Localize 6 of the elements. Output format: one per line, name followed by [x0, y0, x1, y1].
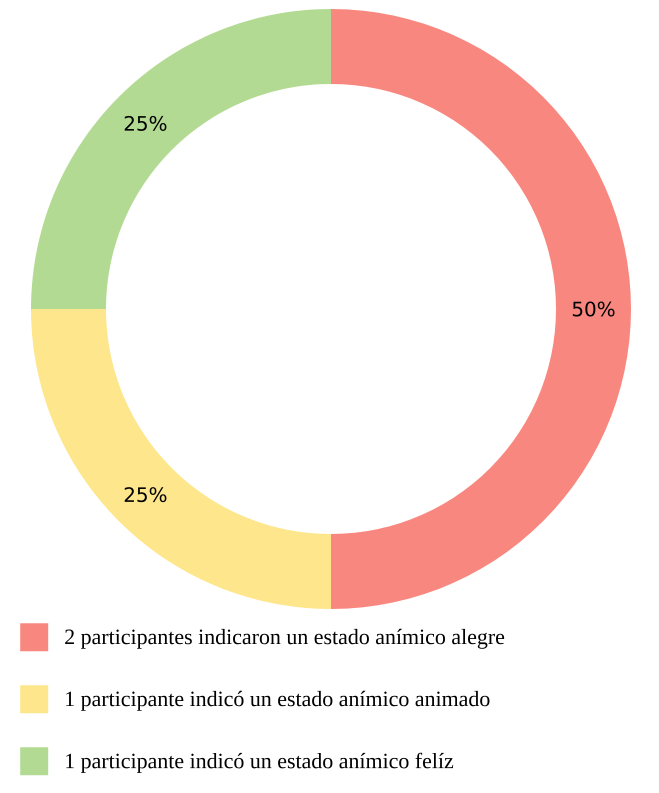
data-label: 25% — [124, 116, 166, 131]
legend-label: 1 participante indicó un estado anímico felíz — [66, 752, 454, 773]
legend-label: 2 participantes indicaron un estado anímico alegre — [65, 628, 504, 649]
legend-label: 1 participante indicó un estado anímico animado — [66, 690, 490, 711]
data-label: 25% — [124, 487, 166, 502]
data-label: 50% — [572, 301, 615, 317]
